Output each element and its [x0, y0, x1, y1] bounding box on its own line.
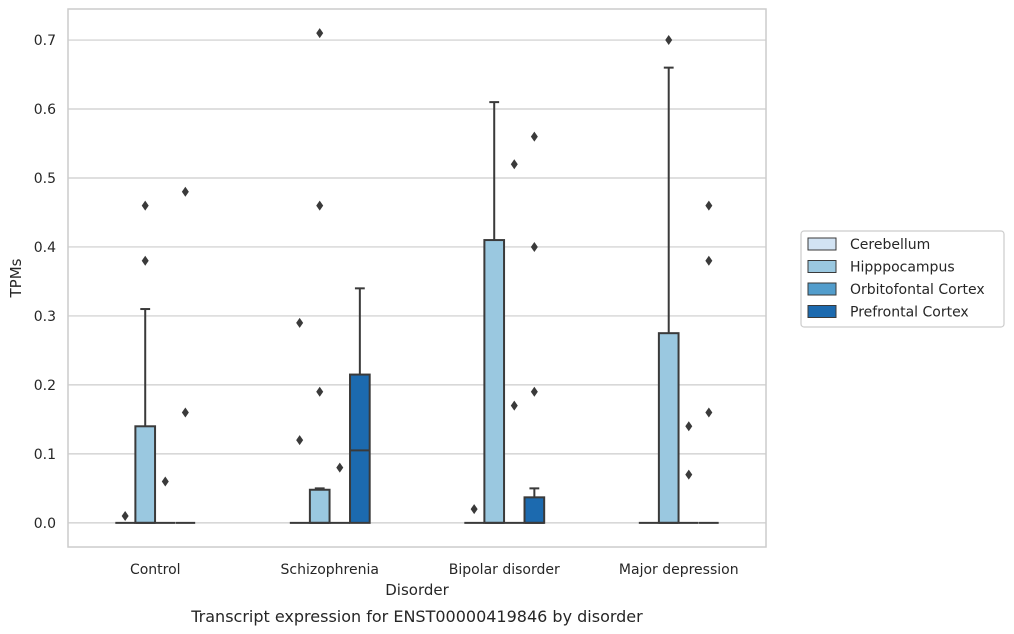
outlier-point: [470, 504, 478, 515]
outlier-point: [530, 386, 538, 397]
box-group: [464, 504, 484, 524]
outlier-point: [510, 400, 518, 411]
legend-swatch: [807, 237, 837, 251]
box: [349, 373, 371, 524]
outlier-point: [316, 200, 324, 211]
outlier-point: [510, 159, 518, 170]
plot-frame: [67, 8, 767, 548]
outlier-point: [530, 131, 538, 142]
x-axis-label: Disorder: [385, 581, 449, 599]
y-tick-label: 0.5: [34, 171, 56, 187]
legend-label: Orbitofontal Cortex: [850, 282, 985, 298]
x-tick-label: Schizophrenia: [281, 562, 379, 578]
outlier-point: [705, 407, 713, 418]
y-tick-label: 0.7: [34, 33, 56, 49]
y-tick-label: 0.3: [34, 309, 56, 325]
box-group: [699, 200, 719, 524]
outlier-point: [530, 241, 538, 252]
legend: Cerebellum Hipppocampus Orbitofontal Corte…: [800, 230, 1005, 328]
x-tick-labels: Control Schizophrenia Bipolar disorder Majo…: [130, 562, 739, 578]
box: [134, 425, 157, 524]
box-group: [155, 476, 176, 524]
outlier-point: [181, 407, 189, 418]
plot-series: [115, 28, 719, 524]
box: [308, 488, 331, 524]
box-group: [349, 287, 371, 524]
y-tick-label: 0.0: [34, 516, 56, 532]
box-group: [308, 28, 331, 524]
outlier-point: [316, 28, 324, 39]
box-group: [329, 462, 350, 524]
legend-frame: [800, 230, 1005, 328]
legend-label: Cerebellum: [850, 237, 930, 253]
outlier-point: [685, 469, 693, 480]
legend-swatch: [807, 282, 837, 296]
box: [657, 332, 680, 524]
y-tick-label: 0.4: [34, 240, 56, 256]
box-group: [175, 186, 196, 524]
legend-label: Hipppocampus: [850, 260, 955, 276]
box-group: [134, 200, 157, 524]
outlier-point: [705, 255, 713, 266]
outlier-point: [141, 200, 149, 211]
outlier-point: [181, 186, 189, 197]
box: [483, 239, 506, 524]
outlier-point: [161, 476, 169, 487]
chart-caption: Transcript expression for ENST0000041984…: [190, 607, 643, 626]
x-tick-label: Bipolar disorder: [449, 562, 560, 578]
outlier-point: [296, 317, 304, 328]
box-group: [483, 101, 506, 524]
outlier-point: [296, 435, 304, 446]
box-group: [657, 35, 680, 524]
y-tick-label: 0.1: [34, 447, 56, 463]
outlier-point: [316, 386, 324, 397]
outlier-point: [141, 255, 149, 266]
box: [523, 496, 546, 524]
x-tick-label: Control: [130, 562, 181, 578]
outlier-point: [121, 510, 129, 521]
box-group: [115, 510, 135, 524]
outlier-point: [665, 35, 673, 46]
x-tick-label: Major depression: [619, 562, 739, 578]
legend-swatch: [807, 260, 837, 273]
y-tick-label: 0.2: [34, 378, 56, 394]
box-group: [504, 159, 525, 524]
box-group: [678, 421, 699, 524]
outlier-point: [705, 200, 713, 211]
y-axis-label: TPMs: [7, 258, 25, 298]
outlier-point: [336, 462, 344, 473]
y-tick-label: 0.6: [34, 102, 56, 118]
outlier-point: [685, 421, 693, 432]
legend-swatch: [807, 305, 837, 318]
box-group: [289, 317, 310, 524]
box-group: [523, 131, 546, 524]
legend-label: Prefrontal Cortex: [850, 305, 969, 321]
y-tick-labels: 0.0 0.1 0.2 0.3 0.4 0.5 0.6 0.7: [34, 33, 56, 532]
